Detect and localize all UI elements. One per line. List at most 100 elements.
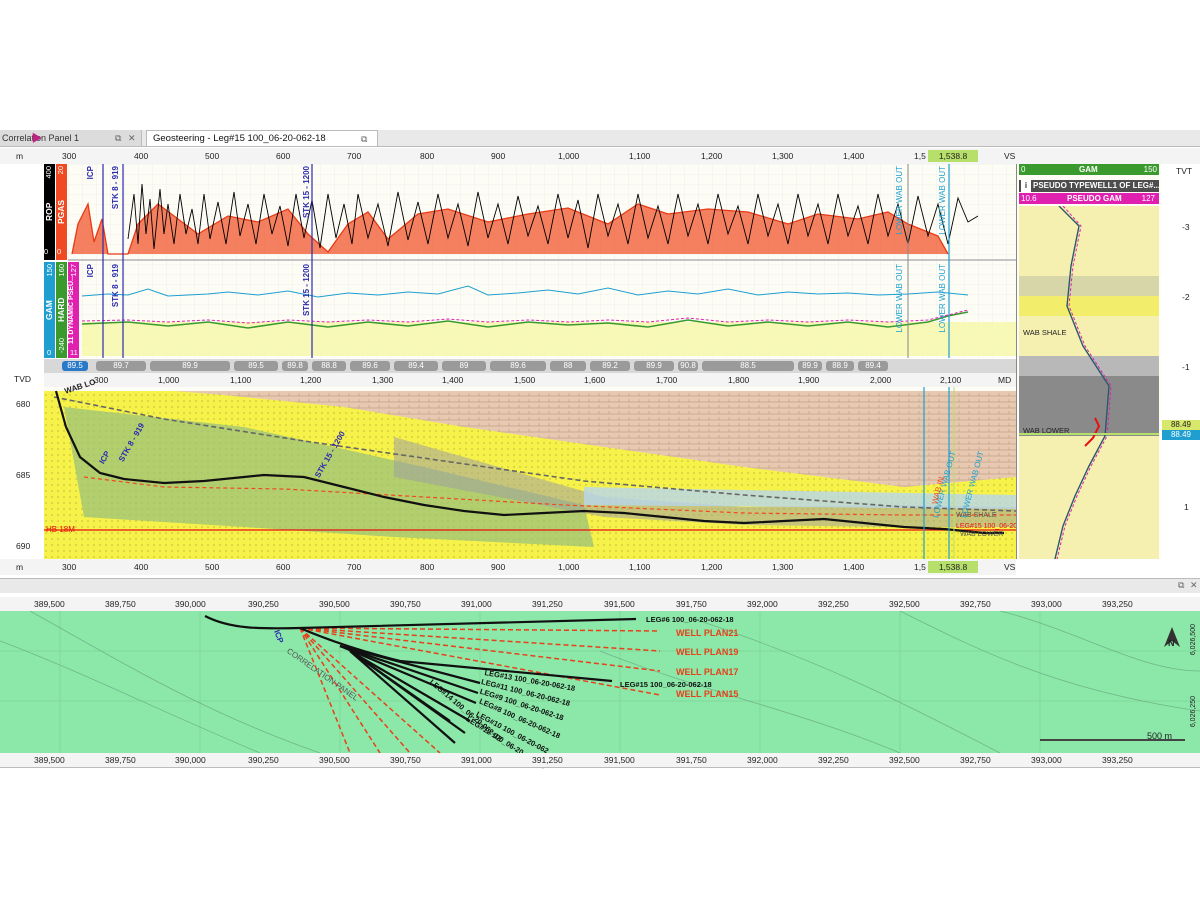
ruler-tick: 900	[491, 151, 506, 161]
ruler-tick: 1,100	[629, 151, 651, 161]
float-icon[interactable]: ⧉	[361, 134, 368, 144]
log-tracks	[68, 164, 1016, 358]
typewell-wab-lower: WAB LOWER	[1023, 426, 1070, 435]
inclination-badge[interactable]: 89.7	[96, 361, 146, 371]
inclination-badge[interactable]: 89.4	[858, 361, 888, 371]
well-plan-label: WELL PLAN17	[676, 667, 739, 677]
float-icon[interactable]: ⧉	[115, 133, 122, 143]
tvd-tick: 685	[16, 470, 31, 480]
cross-section	[44, 387, 1016, 559]
ruler-tick: 300	[62, 151, 77, 161]
typewell-value-1: 88.49	[1162, 420, 1200, 430]
ruler-tick: 600	[276, 151, 291, 161]
rop-max: 400	[44, 166, 53, 179]
tvd-tick: 680	[16, 399, 31, 409]
md-ruler: 300 1,000 1,100 1,200 1,300 1,400 1,500 …	[44, 373, 1016, 387]
tvt-tick: -3	[1182, 222, 1190, 232]
close-icon[interactable]: ✕	[1190, 580, 1198, 590]
gam-min: 0	[47, 348, 52, 357]
lower-wab-out-label: LOWER WAB OUT	[938, 264, 947, 333]
north-arrow-icon: N	[1168, 638, 1175, 648]
tvt-tick: -1	[1182, 362, 1190, 372]
well-plan-label: WELL PLAN19	[676, 647, 739, 657]
inclination-badge[interactable]: 89.9	[150, 361, 230, 371]
ruler-tick: 1,300	[772, 151, 794, 161]
tvt-tick: -2	[1182, 292, 1190, 302]
stk15-marker-label: STK 15 - 1200	[302, 166, 311, 219]
typewell-value-2: 88.49	[1162, 430, 1200, 440]
map-scale-label: 500 m	[1147, 731, 1173, 741]
gam-max: 150	[45, 264, 54, 277]
tab-geosteering[interactable]: Geosteering - Leg#15 100_06-20-062-18 ⧉	[146, 130, 378, 146]
typewell-wab-shale: WAB SHALE	[1023, 328, 1067, 337]
leg-label: LEG#15 100_06-20	[956, 523, 1018, 530]
inclination-badge[interactable]: 89.6	[490, 361, 546, 371]
top-ruler: m 300 400 500 600 700 800 900 1,000 1,10…	[0, 148, 1200, 164]
ruler-unit: m	[16, 151, 24, 161]
inclination-badge[interactable]: 89.4	[394, 361, 438, 371]
stk15-marker-label: STK 15 - 1200	[302, 264, 311, 317]
tvd-label: TVD	[14, 374, 31, 384]
bottom-ruler: m 300 400 500 600 700 800 900 1,000 1,10…	[0, 559, 1016, 575]
lower-wab-out-label: LOWER WAB OUT	[938, 166, 947, 235]
pgas-min: 0	[57, 247, 62, 256]
inclination-badge[interactable]: 90.8	[678, 361, 698, 371]
ruler-tick: 400	[134, 151, 149, 161]
stk8-marker-label: STK 8 - 919	[111, 166, 120, 210]
tab-bar: Correlation Panel 1 ⧉ ✕ Geosteering - Le…	[0, 130, 1200, 147]
vs-label: VS	[1004, 151, 1016, 161]
inclination-badge[interactable]: 89.2	[590, 361, 630, 371]
map-y-tick: 6,026,250	[1190, 696, 1197, 728]
pseudo-track-label: 11 DYNAMIC PSEU...	[68, 262, 79, 358]
map-y-tick: 6,026,500	[1190, 624, 1197, 656]
wab-shale-label: WAB SHALE	[956, 512, 997, 519]
tab-correlation-panel[interactable]: Correlation Panel 1 ⧉ ✕	[0, 130, 142, 146]
ruler-tick: 700	[347, 151, 362, 161]
stk8-marker-label: STK 8 - 919	[111, 264, 120, 308]
map-top-ruler: 389,500 389,750 390,000 390,250 390,500 …	[0, 597, 1200, 611]
icp-marker-label: ICP	[86, 166, 95, 180]
ruler-tick: 1,200	[701, 151, 723, 161]
inclination-badge[interactable]: 89.8	[282, 361, 308, 371]
inclination-badge[interactable]: 88.5	[702, 361, 794, 371]
tvd-tick: 690	[16, 541, 31, 551]
ruler-tick: 1,400	[843, 151, 865, 161]
map-layers	[0, 611, 1200, 753]
typewell-gam-header: 0 GAM 150	[1019, 164, 1159, 175]
ruler-tick: 1,5	[914, 151, 926, 161]
ruler-tick: 1,000	[558, 151, 580, 161]
inclination-badge[interactable]: 89.6	[350, 361, 390, 371]
typewell-panel: 0 GAM 150 i PSEUDO TYPEWELL1 OF LEG#... 1…	[1016, 164, 1161, 559]
inclination-badge[interactable]: 89.5	[234, 361, 278, 371]
inclination-badge[interactable]: 89	[442, 361, 486, 371]
icp-marker-label: ICP	[86, 264, 95, 278]
lower-wab-out-label: LOWER WAB OUT	[895, 264, 904, 333]
inclination-badge[interactable]: 89.9	[634, 361, 674, 371]
inclination-badge[interactable]: 88	[550, 361, 586, 371]
inclination-badge[interactable]: 88.8	[312, 361, 346, 371]
well-plan-label: WELL PLAN21	[676, 628, 739, 638]
hard-track-label: HARD	[56, 262, 67, 358]
lower-wab-out-label: LOWER WAB OUT	[895, 166, 904, 235]
map-panel-header: ⧉ ✕	[0, 578, 1200, 593]
map-bottom-ruler: 389,500 389,750 390,000 390,250 390,500 …	[0, 753, 1200, 768]
float-icon[interactable]: ⧉	[1178, 580, 1185, 590]
hard-min: -240	[57, 338, 66, 354]
ruler-tick: 800	[420, 151, 435, 161]
inclination-badge[interactable]: 88.9	[826, 361, 854, 371]
tvt-label: TVT	[1176, 166, 1193, 176]
pgas-max: 20	[56, 166, 65, 175]
rop-track-label: ROP	[44, 164, 55, 260]
close-icon[interactable]: ✕	[128, 133, 136, 143]
current-vs-badge: 1,538.8	[928, 150, 978, 162]
gam-track-label: GAM	[44, 262, 55, 358]
inclination-badge[interactable]: 89.9	[798, 361, 822, 371]
tvt-tick: 1	[1184, 502, 1189, 512]
hb-label: HB 18M	[46, 525, 75, 534]
inclination-badge[interactable]: 89.5	[62, 361, 88, 371]
hard-max: 160	[57, 264, 66, 277]
rop-min: 0	[44, 247, 49, 256]
ruler-tick: 500	[205, 151, 220, 161]
typewell-title[interactable]: i PSEUDO TYPEWELL1 OF LEG#...	[1019, 180, 1159, 192]
leg-label: LEG#15 100_06-20-062-18	[620, 680, 712, 689]
